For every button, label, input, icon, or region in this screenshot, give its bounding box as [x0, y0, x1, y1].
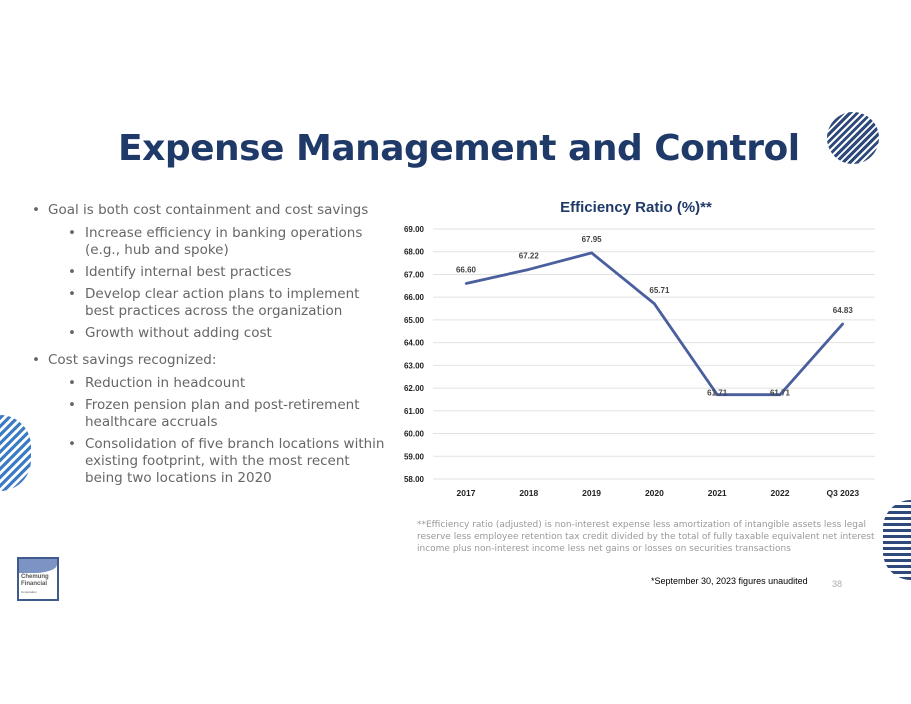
y-tick-label: 61.00 — [404, 407, 425, 416]
logo-text: Financial — [21, 581, 48, 587]
data-label: 61.71 — [707, 389, 728, 398]
data-label: 67.22 — [519, 251, 540, 260]
y-tick-label: 68.00 — [404, 248, 425, 257]
data-label: 66.60 — [456, 266, 477, 275]
slide-title: Expense Management and Control — [118, 128, 800, 169]
y-tick-label: 66.00 — [404, 293, 425, 302]
data-point — [841, 322, 844, 325]
sub-bullet: Increase efficiency in banking operation… — [30, 225, 390, 259]
x-tick-label: 2018 — [519, 488, 538, 498]
y-tick-label: 59.00 — [404, 452, 425, 461]
data-label: 61.71 — [770, 389, 791, 398]
y-tick-label: 60.00 — [404, 430, 425, 439]
chart-title: Efficiency Ratio (%)** — [560, 199, 712, 216]
data-point — [778, 393, 782, 396]
decorative-striped-circle — [827, 112, 879, 164]
footnote: **Efficiency ratio (adjusted) is non-int… — [417, 520, 875, 554]
sub-bullet: Identify internal best practices — [30, 264, 390, 281]
sub-bullet: Growth without adding cost — [30, 325, 390, 342]
data-point — [653, 302, 656, 305]
data-point — [716, 393, 719, 396]
y-tick-label: 67.00 — [404, 270, 425, 279]
company-logo: Chemung Financial Corporation — [17, 557, 59, 601]
sub-bullet: Develop clear action plans to implement … — [30, 286, 390, 320]
x-tick-label: Q3 2023 — [826, 488, 859, 498]
bullet-goal: Goal is both cost containment and cost s… — [30, 202, 390, 219]
y-tick-label: 64.00 — [404, 339, 425, 348]
data-point — [590, 251, 593, 255]
unaudited-note: *September 30, 2023 figures unaudited — [651, 576, 808, 586]
x-tick-label: 2019 — [582, 488, 601, 498]
decorative-striped-half-circle — [883, 500, 911, 580]
sub-bullet: Reduction in headcount — [30, 375, 390, 392]
bullet-cost-savings: Cost savings recognized: — [30, 352, 390, 369]
logo-text: Chemung — [21, 574, 49, 580]
sub-bullet: Frozen pension plan and post-retirement … — [30, 397, 390, 431]
y-tick-label: 58.00 — [404, 475, 425, 484]
x-tick-label: 2017 — [457, 488, 476, 498]
y-tick-label: 62.00 — [404, 384, 425, 393]
data-label: 67.95 — [582, 235, 603, 244]
logo-text: Corporation — [21, 590, 37, 594]
x-tick-label: 2020 — [645, 488, 664, 498]
bullet-list: Goal is both cost containment and cost s… — [30, 202, 390, 492]
sub-bullet: Consolidation of five branch locations w… — [30, 436, 390, 487]
y-tick-label: 69.00 — [404, 225, 425, 234]
data-point — [527, 268, 530, 271]
y-tick-label: 63.00 — [404, 361, 425, 370]
data-point — [464, 282, 468, 285]
x-tick-label: 2022 — [771, 488, 790, 498]
page-number: 38 — [832, 579, 843, 589]
data-label: 65.71 — [649, 286, 670, 295]
x-tick-label: 2021 — [708, 488, 727, 498]
data-label: 64.83 — [833, 306, 854, 315]
y-tick-label: 65.00 — [404, 316, 425, 325]
